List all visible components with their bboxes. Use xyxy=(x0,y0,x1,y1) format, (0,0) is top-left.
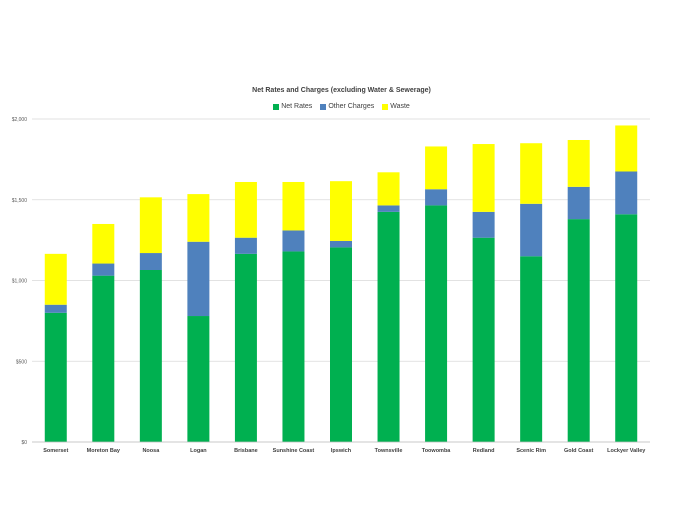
bar-other-charges xyxy=(139,253,162,271)
y-tick-label: $2,000 xyxy=(12,117,28,123)
x-tick-label: Logan xyxy=(190,448,207,454)
bar-other-charges xyxy=(567,186,590,220)
legend-item-waste: Waste xyxy=(382,103,410,110)
x-tick-label: Moreton Bay xyxy=(87,448,121,454)
chart-title: Net Rates and Charges (excluding Water &… xyxy=(252,87,431,94)
bar-waste xyxy=(282,181,305,231)
bar-other-charges xyxy=(282,230,305,252)
legend-swatch-other-charges xyxy=(320,103,327,110)
bar-other-charges xyxy=(187,241,210,317)
bar-other-charges xyxy=(472,211,495,238)
legend-item-other-charges: Other Charges xyxy=(320,103,374,110)
bar-net-rates xyxy=(377,211,400,442)
bar-net-rates xyxy=(615,214,638,442)
bar-net-rates xyxy=(282,251,305,442)
x-tick-label: Scenic Rim xyxy=(516,448,546,454)
legend-swatch-waste xyxy=(382,103,389,110)
legend-label-waste: Waste xyxy=(390,103,410,110)
x-tick-label: Sunshine Coast xyxy=(273,448,315,454)
x-tick-label: Redland xyxy=(473,448,495,454)
bar-waste xyxy=(615,125,638,172)
legend-item-net-rates: Net Rates xyxy=(273,103,312,110)
bar-net-rates xyxy=(44,312,67,442)
bar-waste xyxy=(234,181,257,238)
bar-other-charges xyxy=(377,205,400,212)
bar-waste xyxy=(567,139,590,187)
x-tick-label: Townsville xyxy=(375,448,403,454)
x-tick-label: Toowomba xyxy=(422,448,452,454)
x-tick-label: Gold Coast xyxy=(564,448,594,454)
y-tick-label: $1,500 xyxy=(12,198,28,204)
bar-waste xyxy=(92,223,115,264)
bar-waste xyxy=(425,146,448,190)
bar-other-charges xyxy=(44,304,67,313)
bar-net-rates xyxy=(187,316,210,442)
x-tick-label: Somerset xyxy=(43,448,68,454)
bar-net-rates xyxy=(472,237,495,442)
x-tick-label: Brisbane xyxy=(234,448,258,454)
x-tick-label: Noosa xyxy=(142,448,160,454)
bar-waste xyxy=(472,144,495,212)
bar-net-rates xyxy=(330,247,352,442)
bar-waste xyxy=(139,197,162,254)
bar-net-rates xyxy=(234,253,257,442)
bar-waste xyxy=(330,181,352,241)
bar-waste xyxy=(44,253,67,305)
bar-net-rates xyxy=(92,275,115,442)
bar-other-charges xyxy=(92,263,115,276)
bar-waste xyxy=(377,172,400,206)
bar-net-rates xyxy=(567,219,590,442)
bar-net-rates xyxy=(139,270,162,442)
bar-other-charges xyxy=(520,203,543,257)
bar-other-charges xyxy=(425,189,448,206)
bar-net-rates xyxy=(425,205,448,442)
bar-waste xyxy=(187,194,210,242)
legend-label-other-charges: Other Charges xyxy=(328,103,375,110)
bar-net-rates xyxy=(520,256,543,442)
y-tick-label: $0 xyxy=(21,440,27,446)
chart-legend: Net Rates Other Charges Waste xyxy=(0,103,683,110)
bar-other-charges xyxy=(234,237,257,254)
y-tick-label: $1,000 xyxy=(12,279,28,285)
x-tick-label: Lockyer Valley xyxy=(607,448,646,454)
x-tick-label: Ipswich xyxy=(331,448,352,454)
legend-swatch-net-rates xyxy=(273,103,280,110)
bar-other-charges xyxy=(330,240,352,248)
legend-label-net-rates: Net Rates xyxy=(281,103,313,110)
bar-other-charges xyxy=(615,171,638,215)
bar-waste xyxy=(520,143,543,204)
y-tick-label: $500 xyxy=(16,359,27,365)
